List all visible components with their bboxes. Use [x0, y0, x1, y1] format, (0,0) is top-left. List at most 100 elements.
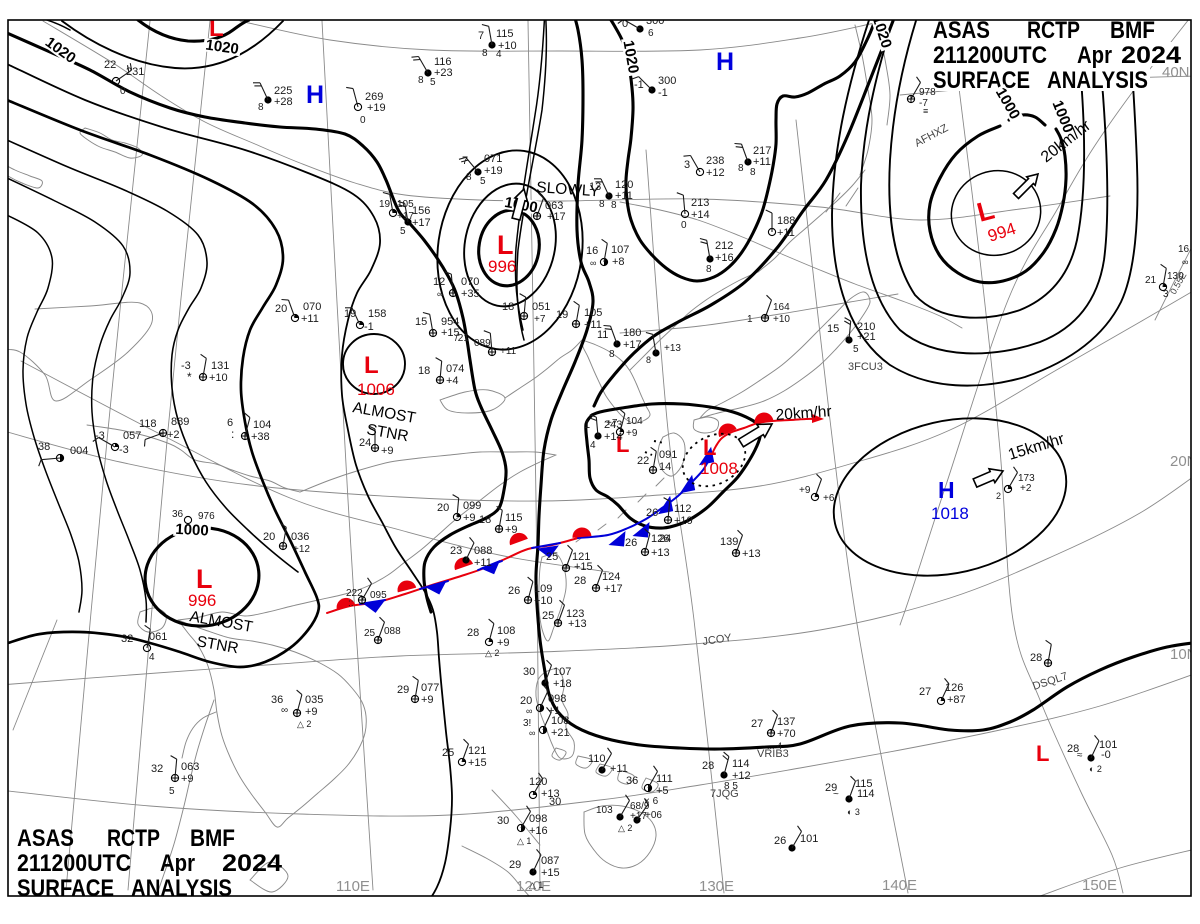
svg-text:25: 25 — [442, 747, 454, 759]
svg-text:36: 36 — [271, 694, 283, 706]
svg-text:140E: 140E — [882, 877, 917, 894]
svg-text:057: 057 — [123, 430, 141, 442]
svg-text:2024: 2024 — [1121, 42, 1182, 69]
svg-text:L: L — [364, 352, 379, 379]
svg-text:3!: 3! — [523, 718, 531, 729]
svg-text:1020: 1020 — [204, 37, 239, 58]
svg-text:◐ 2: ◐ 2 — [1089, 764, 1102, 774]
svg-text:+7: +7 — [534, 314, 546, 325]
svg-text:+19: +19 — [367, 102, 386, 114]
svg-text:+5: +5 — [656, 785, 669, 797]
svg-text:+8: +8 — [612, 256, 625, 268]
svg-text:111: 111 — [656, 773, 673, 785]
svg-text:+10: +10 — [209, 372, 228, 384]
svg-text:28: 28 — [467, 627, 479, 639]
svg-text:108: 108 — [497, 625, 515, 637]
svg-text:L: L — [1036, 741, 1049, 766]
svg-text:8: 8 — [609, 349, 615, 360]
svg-text:225: 225 — [274, 85, 292, 97]
svg-text:061: 061 — [149, 631, 167, 643]
svg-text:... 4: ... 4 — [767, 741, 782, 751]
svg-text:063: 063 — [545, 200, 563, 212]
svg-text:173: 173 — [1018, 473, 1035, 484]
svg-text:△ 2: △ 2 — [297, 719, 311, 729]
svg-text:300: 300 — [646, 15, 664, 27]
svg-text:121: 121 — [468, 745, 486, 757]
svg-text:130E: 130E — [699, 878, 734, 895]
svg-text:~: ~ — [833, 789, 839, 800]
svg-text:4: 4 — [590, 440, 596, 451]
svg-text:21: 21 — [1145, 275, 1157, 286]
svg-text:+13: +13 — [651, 547, 670, 559]
svg-text:210: 210 — [857, 321, 875, 333]
svg-text:211200UTC: 211200UTC — [933, 42, 1047, 69]
svg-text:8: 8 — [482, 48, 488, 59]
svg-text:+9: +9 — [505, 524, 518, 536]
svg-text:∞: ∞ — [281, 705, 288, 716]
svg-text:105: 105 — [397, 199, 414, 210]
svg-text:∞: ∞ — [529, 728, 535, 738]
svg-text:22: 22 — [637, 455, 649, 467]
svg-text:115: 115 — [496, 28, 514, 40]
svg-text:22: 22 — [104, 59, 116, 71]
svg-text:26: 26 — [774, 835, 786, 847]
svg-text:30: 30 — [523, 666, 535, 678]
svg-text:13: 13 — [589, 181, 601, 193]
svg-text:2024: 2024 — [222, 850, 283, 877]
svg-text:26: 26 — [508, 585, 520, 597]
svg-text:+17: +17 — [630, 811, 647, 822]
svg-text:+9: +9 — [421, 694, 434, 706]
svg-text:211200UTC: 211200UTC — [17, 850, 131, 877]
svg-text:976: 976 — [198, 511, 215, 522]
svg-text:+13: +13 — [742, 548, 761, 560]
svg-text:137: 137 — [777, 716, 795, 728]
svg-text:∞: ∞ — [437, 289, 443, 299]
svg-text:+11: +11 — [474, 557, 492, 569]
svg-text:1: 1 — [584, 419, 590, 431]
svg-text:3FCU3: 3FCU3 — [848, 361, 883, 373]
svg-text:099: 099 — [463, 500, 481, 512]
svg-text:28: 28 — [574, 575, 586, 587]
svg-text:095: 095 — [370, 590, 387, 601]
svg-text:107: 107 — [553, 666, 571, 678]
svg-text:112: 112 — [674, 503, 692, 515]
svg-text:074: 074 — [446, 363, 464, 375]
svg-text:VRIB3: VRIB3 — [757, 748, 789, 760]
svg-text:+28: +28 — [274, 96, 293, 108]
svg-text:0: 0 — [120, 86, 126, 97]
svg-text:+12: +12 — [293, 544, 310, 555]
svg-text:12: 12 — [433, 276, 445, 288]
svg-text:150E: 150E — [1082, 877, 1117, 894]
svg-text:+15: +15 — [574, 561, 593, 573]
svg-text:8: 8 — [611, 200, 617, 211]
svg-text:238: 238 — [706, 155, 724, 167]
svg-text:188: 188 — [777, 215, 795, 227]
svg-text:+06: +06 — [645, 810, 662, 821]
svg-text:29: 29 — [397, 684, 409, 696]
svg-text:996: 996 — [488, 257, 516, 276]
svg-text:3: 3 — [1163, 289, 1169, 300]
svg-text:+17: +17 — [623, 339, 642, 351]
svg-text:243: 243 — [604, 419, 622, 431]
svg-text:114: 114 — [732, 758, 750, 770]
svg-text:+35: +35 — [461, 288, 480, 300]
svg-text:25: 25 — [546, 551, 558, 563]
svg-text:7JQG: 7JQG — [710, 788, 739, 800]
svg-text:+6: +6 — [823, 493, 835, 504]
svg-text:23: 23 — [450, 545, 462, 557]
svg-text:4: 4 — [496, 49, 502, 60]
svg-text:+2: +2 — [1020, 483, 1032, 494]
svg-text:+38: +38 — [251, 431, 270, 443]
svg-text:978: 978 — [919, 87, 936, 98]
svg-text:JCOY: JCOY — [702, 632, 733, 648]
svg-text:L: L — [616, 432, 629, 457]
svg-text:+23: +23 — [434, 67, 453, 79]
svg-text:124: 124 — [602, 571, 620, 583]
svg-text:1018: 1018 — [931, 504, 969, 523]
svg-text:20: 20 — [437, 502, 449, 514]
svg-text:Apr: Apr — [1077, 42, 1112, 69]
svg-text:◐ 3: ◐ 3 — [847, 807, 860, 817]
svg-text:27: 27 — [919, 686, 931, 698]
svg-text:110: 110 — [588, 753, 606, 765]
svg-text:× 6: × 6 — [644, 796, 659, 807]
